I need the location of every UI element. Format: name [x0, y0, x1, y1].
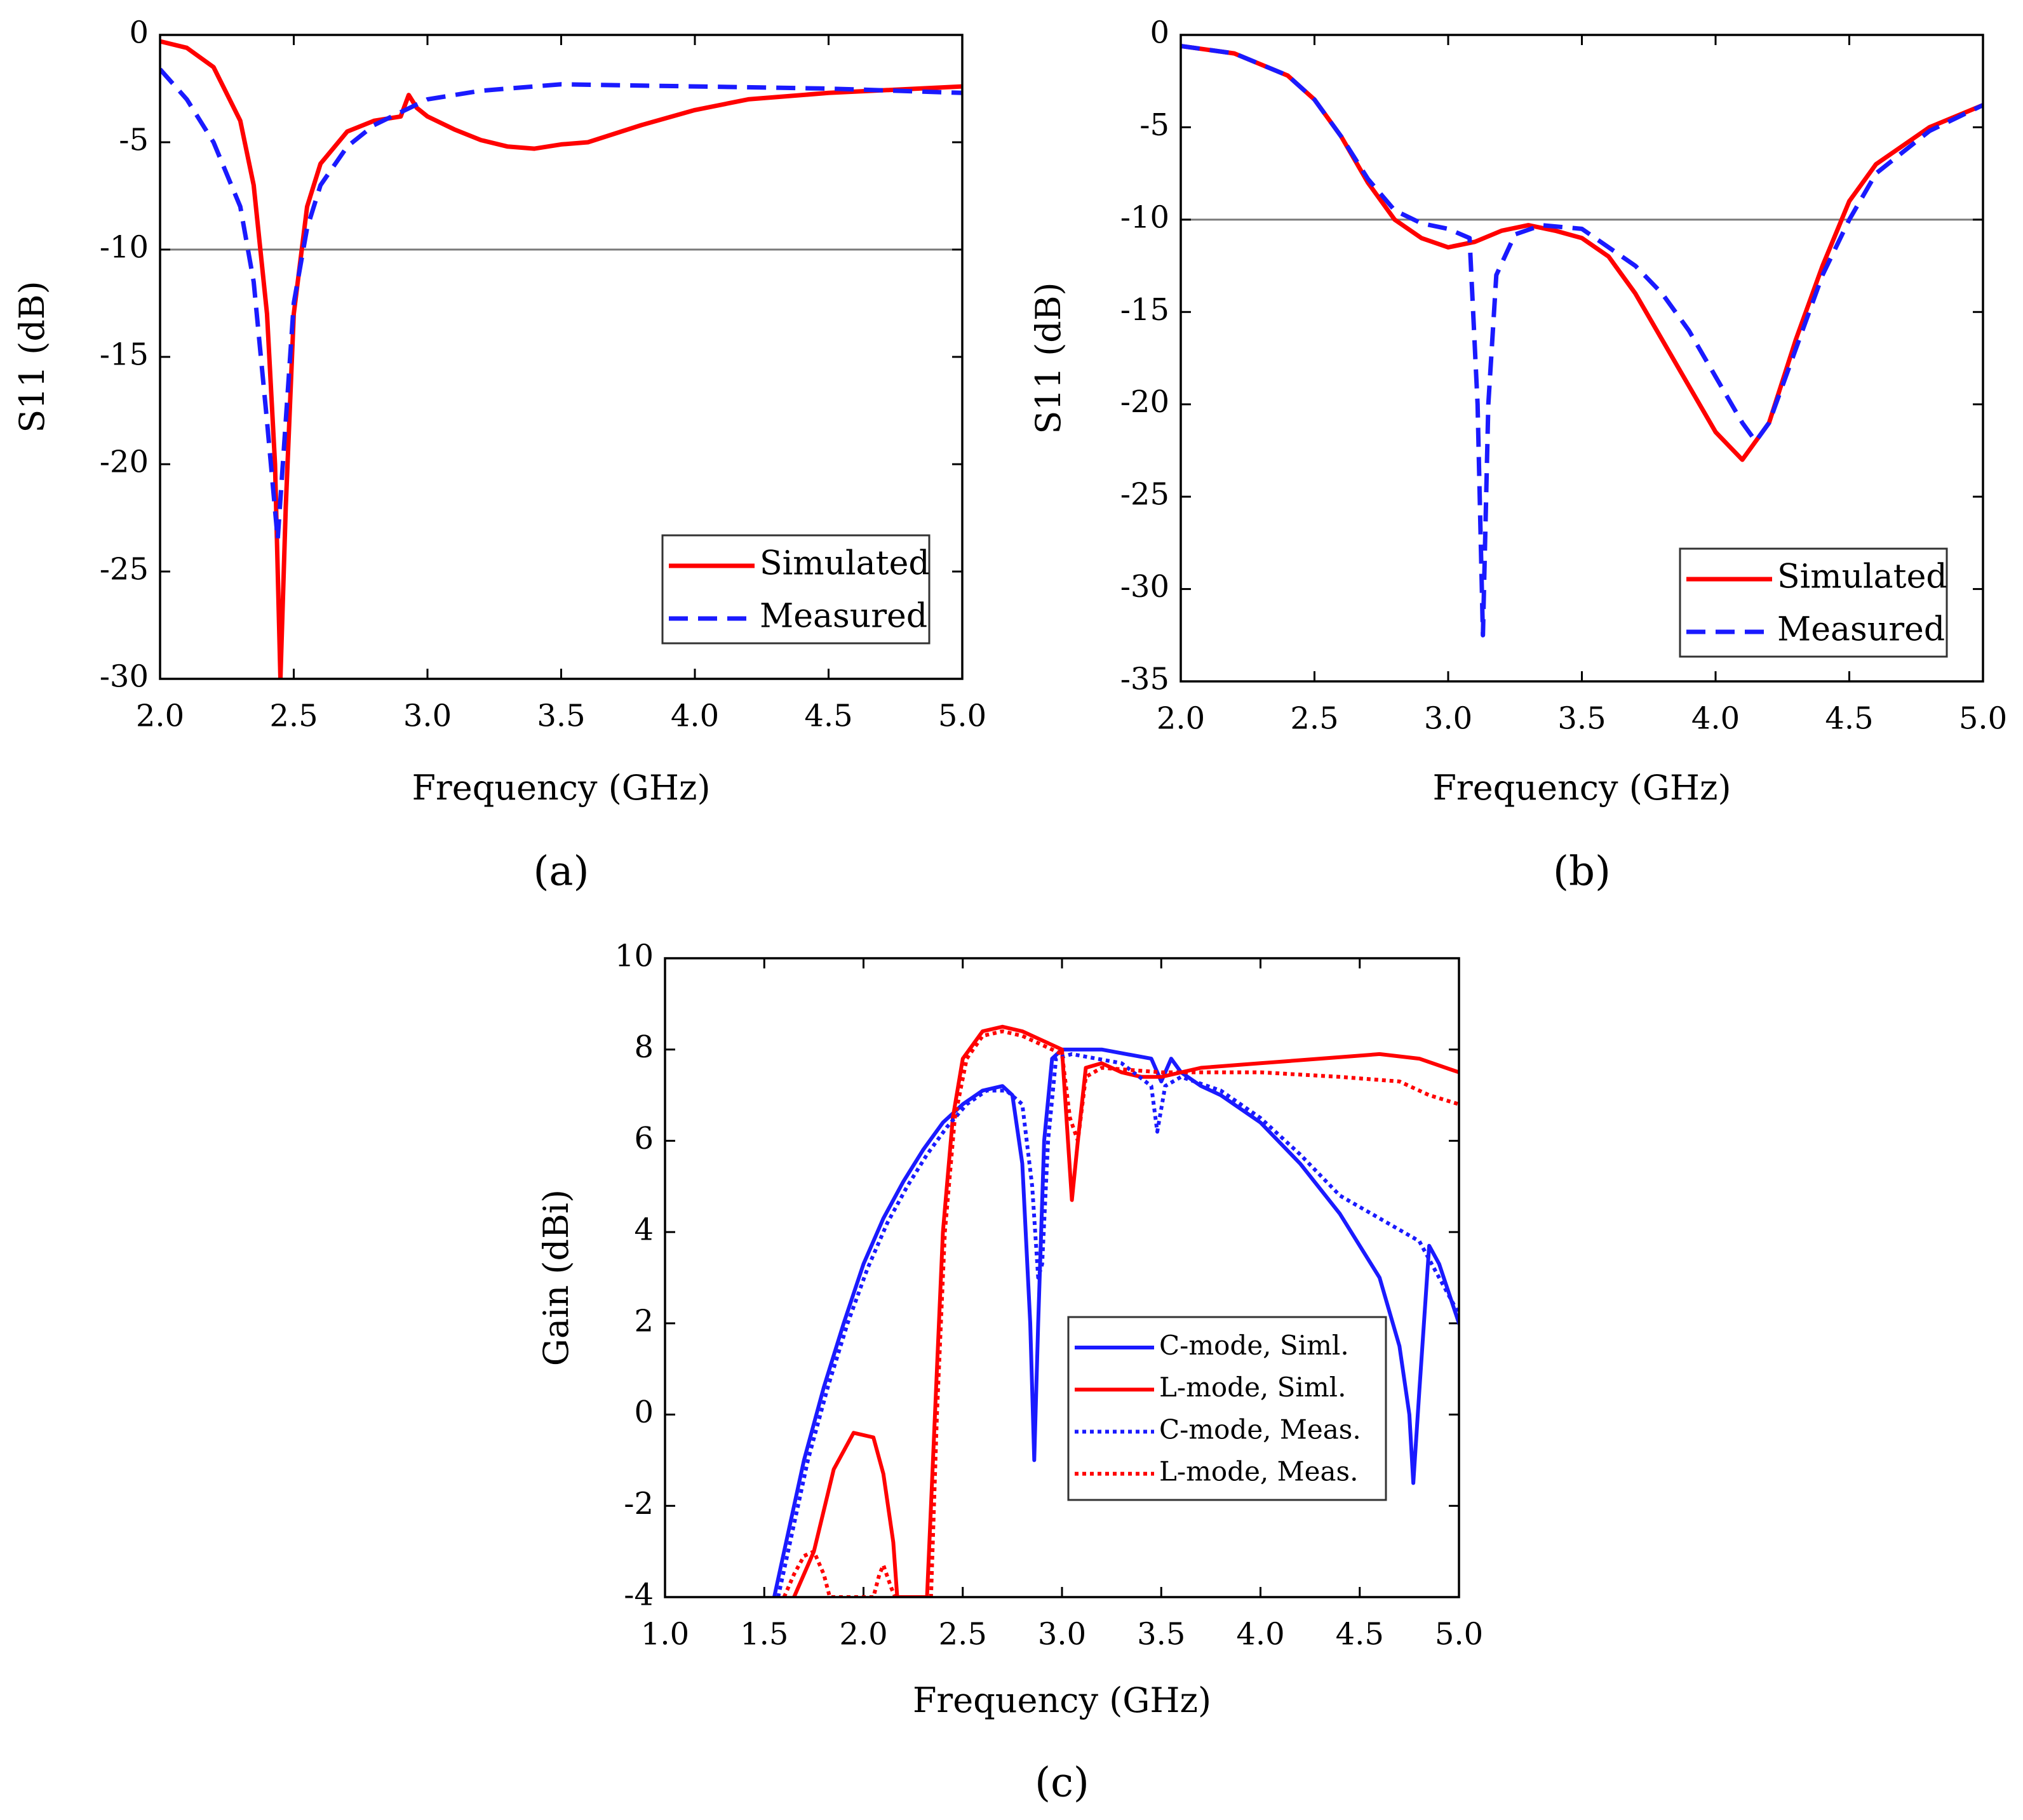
chart-panel-a: 2.0 2.5 3.0 3.5 4.0 4.5 5.0 0 -5 -10 -15 -20 -25 -30 S… — [12, 15, 986, 895]
plot-frame — [664, 957, 1460, 1598]
legend-box — [1679, 547, 1948, 658]
x-tick-label: 2.5 — [939, 1617, 987, 1652]
legend-label: C-mode, Siml. — [1159, 1330, 1349, 1361]
y-tick-label: -10 — [100, 230, 149, 265]
x-tick-label: 3.5 — [537, 699, 585, 734]
legend-label: Measured — [760, 598, 927, 636]
plot-frame — [159, 34, 964, 680]
x-axis-title: Frequency (GHz) — [1432, 768, 1731, 808]
y-axis-title: S11 (dB) — [1028, 282, 1068, 434]
y-tick-label: -25 — [100, 552, 149, 587]
series-line-simulated — [160, 39, 962, 679]
legend-label: L-mode, Meas. — [1159, 1456, 1358, 1487]
y-tick-label: 6 — [634, 1121, 654, 1156]
x-tick-label: 5.0 — [938, 699, 986, 734]
y-tick-label: -30 — [1120, 569, 1169, 605]
y-tick-label: -25 — [1120, 477, 1169, 512]
legend: Simulated Measured — [661, 534, 931, 645]
x-tick-label: 5.0 — [1959, 701, 2007, 737]
y-tick-label: -35 — [1120, 662, 1169, 697]
y-tick-label: -30 — [100, 659, 149, 695]
chart-panel-c: 1.0 1.5 2.0 2.5 3.0 3.5 4.0 4.5 5.0 10 8 6 4 2 0 -2 -4 C-… — [536, 939, 1483, 1807]
y-tick-label: 10 — [615, 939, 654, 974]
y-tick-label: 4 — [634, 1212, 654, 1248]
x-tick-label: 4.0 — [1691, 701, 1740, 737]
plot-frame — [1180, 34, 1984, 683]
series-line-l-mode-siml — [792, 1024, 1459, 1597]
series-line-simulated — [1181, 44, 1983, 462]
y-axis-title: S11 (dB) — [12, 281, 52, 432]
legend: C-mode, Siml. L-mode, Siml. C-mode, Meas. L… — [1067, 1316, 1387, 1501]
y-tick-label: 0 — [1150, 15, 1169, 51]
y-tick-label: -15 — [1120, 292, 1169, 328]
chart-panel-b: 2.0 2.5 3.0 3.5 4.0 4.5 5.0 0 -5 -10 -15 -20 -25 -30 -… — [1028, 15, 2007, 895]
x-axis-title: Frequency (GHz) — [913, 1680, 1211, 1720]
legend-label: Simulated — [760, 545, 930, 583]
legend-label: Measured — [1777, 611, 1945, 649]
x-tick-label: 3.0 — [403, 699, 452, 734]
panel-label: (b) — [1553, 848, 1611, 895]
x-tick-label: 2.5 — [1290, 701, 1338, 737]
x-tick-label: 2.5 — [269, 699, 318, 734]
panel-label: (a) — [533, 848, 589, 895]
y-tick-label: 2 — [634, 1303, 654, 1339]
series-group — [1181, 44, 1983, 638]
x-tick-label: 4.5 — [1336, 1617, 1384, 1652]
series-line-c-mode-meas — [776, 1052, 1459, 1597]
x-tick-label: 1.5 — [740, 1617, 788, 1652]
x-tick-label: 3.5 — [1557, 701, 1606, 737]
y-tick-label: -15 — [100, 337, 149, 373]
legend-box — [661, 534, 931, 645]
y-tick-label: -5 — [1139, 107, 1169, 143]
x-tick-label: 2.0 — [839, 1617, 887, 1652]
y-tick-label: -4 — [624, 1577, 654, 1613]
y-axis-title: Gain (dBi) — [536, 1189, 576, 1366]
series-group — [772, 1024, 1459, 1597]
series-group — [160, 39, 962, 679]
y-tick-label: 0 — [129, 15, 149, 51]
x-tick-label: 4.0 — [1236, 1617, 1284, 1652]
y-tick-label: 8 — [634, 1029, 654, 1065]
legend-label: C-mode, Meas. — [1159, 1414, 1361, 1445]
series-line-l-mode-meas — [782, 1029, 1459, 1597]
x-tick-label: 4.5 — [1825, 701, 1873, 737]
y-tick-label: -20 — [100, 445, 149, 480]
legend-label: L-mode, Siml. — [1159, 1372, 1346, 1403]
x-tick-label: 3.0 — [1424, 701, 1472, 737]
panel-label: (c) — [1035, 1760, 1089, 1807]
x-tick-label: 1.0 — [641, 1617, 689, 1652]
x-tick-label: 4.0 — [671, 699, 719, 734]
series-line-measured — [160, 67, 962, 542]
x-axis-title: Frequency (GHz) — [412, 768, 710, 808]
x-tick-label: 4.5 — [804, 699, 852, 734]
y-tick-label: -2 — [624, 1486, 654, 1522]
x-tick-label: 3.5 — [1137, 1617, 1185, 1652]
x-tick-label: 5.0 — [1435, 1617, 1483, 1652]
series-line-c-mode-siml — [772, 1047, 1459, 1597]
x-tick-label: 2.0 — [1157, 701, 1205, 737]
series-line-measured — [1181, 44, 1983, 638]
y-tick-label: 0 — [634, 1395, 654, 1430]
y-tick-label: -10 — [1120, 199, 1169, 235]
x-tick-label: 3.0 — [1038, 1617, 1086, 1652]
y-tick-label: -5 — [119, 123, 149, 158]
legend: Simulated Measured — [1679, 547, 1948, 658]
legend-label: Simulated — [1777, 558, 1947, 596]
y-tick-label: -20 — [1120, 384, 1169, 420]
x-tick-label: 2.0 — [136, 699, 184, 734]
